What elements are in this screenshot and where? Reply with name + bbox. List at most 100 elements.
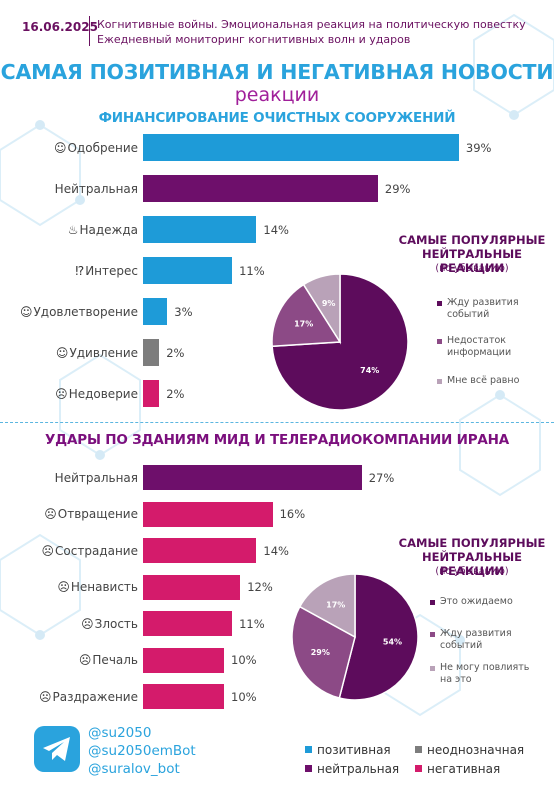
pie-slice: [271, 283, 342, 348]
bar-label-text: Недоверие: [68, 386, 138, 401]
pie-value-label: 74%: [360, 366, 379, 375]
legend-label: Это ожидаемо: [440, 596, 513, 607]
surprise-icon: ☺: [55, 345, 69, 360]
bar-value-label: 39%: [465, 140, 492, 155]
bar: [143, 380, 160, 407]
bar-value-label: 14%: [263, 543, 289, 558]
bar-label-text: Интерес: [85, 263, 138, 278]
bar: [143, 538, 257, 563]
bar-value-label: 16%: [279, 507, 306, 521]
legend-swatch: [305, 746, 312, 753]
handle-link[interactable]: @su2050: [88, 725, 152, 741]
bar-value-label: 11%: [239, 263, 265, 278]
sadness-icon: ☹: [78, 653, 92, 667]
pie1-title: САМЫЕ ПОПУЛЯРНЫЕ НЕЙТРАЛЬНЫЕ РЕАКЦИИ: [398, 233, 546, 275]
bar-label: ☹Раздражение: [39, 690, 138, 704]
bar-label: Нейтральная: [55, 182, 138, 196]
section-divider: [0, 422, 554, 423]
handle-link[interactable]: @suralov_bot: [88, 761, 180, 777]
legend-label: нейтральная: [317, 762, 400, 776]
bar-label-text: Удивление: [69, 345, 138, 360]
bar-label-text: Отвращение: [57, 507, 138, 521]
bar-label-text: Печаль: [92, 653, 138, 667]
report-date: 16.06.2025: [22, 20, 98, 34]
page-subtitle: реакции: [234, 84, 320, 106]
satisfaction-icon: ☺: [19, 304, 33, 319]
bar-label-text: Нейтральная: [54, 470, 138, 485]
bar-value-label: 10%: [231, 653, 257, 667]
legend-swatch: [437, 339, 442, 344]
bar: [143, 175, 378, 202]
pie-chart-1: 74% 17% 9%: [271, 273, 409, 411]
pie-value-label: 17%: [326, 600, 345, 609]
legend-swatch: [305, 765, 312, 772]
bar: [143, 339, 160, 366]
bar-label: ☺Одобрение: [54, 141, 138, 155]
handles: @su2050 @su2050emBot @suralov_bot: [88, 724, 196, 778]
bar-label-text: Сострадание: [55, 543, 138, 558]
pie-chart-2: 54% 29% 17%: [291, 573, 419, 701]
bar: [143, 611, 233, 636]
page-title: САМАЯ ПОЗИТИВНАЯ И НЕГАТИВНАЯ НОВОСТИ: [0, 60, 554, 84]
interest-icon: ⁉: [75, 263, 85, 278]
header-line-2: Ежедневный мониторинг когнитивных волн и…: [97, 33, 411, 46]
bar-value-label: 27%: [368, 470, 395, 485]
bar: [143, 257, 233, 284]
bar-value-label: 10%: [231, 689, 257, 704]
legend-item: неоднозначная: [415, 743, 524, 757]
bar-label: ☹Злость: [81, 617, 138, 631]
bar-value-label: 2%: [166, 386, 185, 401]
bar-label-text: Ненависть: [70, 580, 138, 594]
bar-label: ☹Отвращение: [44, 507, 138, 521]
bar-label: ☺Удивление: [56, 346, 138, 360]
bar: [143, 298, 168, 325]
approval-icon: ☺: [53, 140, 67, 155]
pie1-subtitle: (по убыванию): [435, 263, 509, 274]
bar-value-label: 12%: [247, 580, 273, 594]
header-subtitle: Когнитивные войны. Эмоциональная реакция…: [97, 17, 526, 47]
header-divider: [89, 16, 90, 46]
pie-slice: [338, 573, 419, 701]
legend-label: Недостаток информации: [447, 335, 512, 358]
bar-label-text: Раздражение: [52, 689, 138, 704]
bar-label: ♨Надежда: [68, 223, 138, 237]
compassion-icon: ☹: [41, 543, 55, 558]
pie-value-label: 17%: [294, 319, 313, 328]
legend-swatch: [437, 301, 442, 306]
bar-label: ⁉Интерес: [75, 264, 138, 278]
legend-label: позитивная: [317, 743, 391, 757]
pie2-subtitle: (по убыванию): [435, 566, 509, 577]
pie-slice: [302, 273, 341, 345]
bar-label: ☹Ненависть: [57, 580, 138, 594]
distrust-icon: ☹: [55, 386, 68, 401]
bar: [143, 501, 273, 527]
pie-slice: [291, 605, 356, 699]
header-line-1: Когнитивные войны. Эмоциональная реакция…: [97, 18, 526, 31]
legend-swatch: [437, 379, 442, 384]
bar-label: ☹Сострадание: [42, 544, 138, 558]
legend-item: негативная: [415, 762, 500, 776]
telegram-logo: [34, 726, 80, 772]
legend-label: негативная: [427, 762, 501, 776]
bar-value-label: 2%: [166, 345, 185, 360]
pie-value-label: 54%: [383, 638, 402, 647]
bar-value-label: 3%: [174, 304, 193, 319]
legend-item: позитивная: [305, 743, 391, 757]
bar: [143, 684, 224, 709]
pie2-title: САМЫЕ ПОПУЛЯРНЫЕ НЕЙТРАЛЬНЫЕ РЕАКЦИИ: [398, 536, 546, 578]
chart2-title: УДАРЫ ПО ЗДАНИЯМ МИД И ТЕЛЕРАДИОКОМПАНИИ…: [44, 432, 510, 448]
legend-swatch: [415, 765, 422, 772]
disgust-icon: ☹: [44, 507, 57, 521]
bar-label-text: Надежда: [79, 222, 138, 237]
bar-label-text: Нейтральная: [54, 181, 138, 196]
handle-link[interactable]: @su2050emBot: [88, 743, 196, 759]
bar-label-text: Злость: [94, 616, 138, 631]
bar: [143, 134, 459, 161]
bar-value-label: 29%: [384, 181, 411, 196]
bar-label: ☹Печаль: [79, 653, 138, 667]
hatred-icon: ☹: [57, 580, 70, 594]
legend-label: Мне всё равно: [447, 375, 520, 386]
bar-label: ☹Недоверие: [55, 387, 138, 401]
hope-icon: ♨: [67, 222, 79, 237]
